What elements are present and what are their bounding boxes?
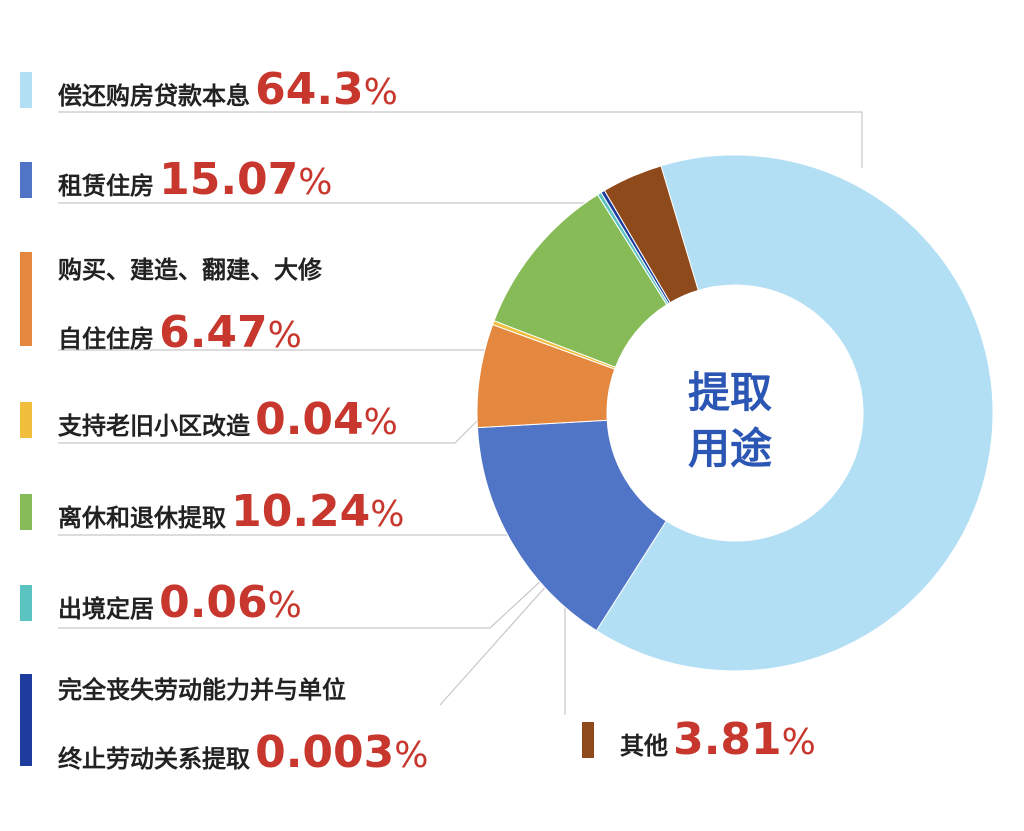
donut-slices <box>476 154 994 672</box>
leader-line-emigrate <box>58 577 545 629</box>
legend-unit-loan: % <box>363 72 398 113</box>
legend-swatch-build <box>20 252 32 346</box>
chart-title-line2: 用途 <box>687 424 772 473</box>
legend-value-build: 6.47 <box>159 307 268 358</box>
legend-value-other: 3.81 <box>673 714 782 765</box>
leader-line-renovation <box>58 417 481 444</box>
legend-label-emigrate: 出境定居 <box>58 595 154 623</box>
legend-swatch-emigrate <box>20 585 32 621</box>
legend-unit-disability: % <box>394 735 429 776</box>
slice-rent <box>476 419 667 632</box>
legend-value-disability: 0.003 <box>255 727 395 778</box>
legend-label-loan: 偿还购房贷款本息 <box>58 82 250 110</box>
legend-swatch-disability <box>20 674 32 766</box>
leader-line-disability <box>439 583 549 706</box>
chart-title-line1: 提取 <box>687 368 772 417</box>
legend-swatch-retire <box>20 494 32 530</box>
legend-unit-other: % <box>781 722 816 763</box>
legend-label-disability-line1: 完全丧失劳动能力并与单位 <box>58 676 346 704</box>
legend-unit-renovation: % <box>363 402 398 443</box>
legend-unit-retire: % <box>370 494 405 535</box>
slice-other <box>603 165 699 304</box>
legend-swatch-loan <box>20 72 32 108</box>
legend-swatch-rent <box>20 162 32 198</box>
legend-swatch-renovation <box>20 402 32 438</box>
legend-label-disability-line2: 终止劳动关系提取 <box>58 745 250 773</box>
leader-line-loan <box>58 111 863 168</box>
legend-label-renovation: 支持老旧小区改造 <box>58 412 250 440</box>
legend-value-retire: 10.24 <box>231 486 371 537</box>
legend-unit-rent: % <box>298 162 333 203</box>
chart-title: 提取 用途 <box>660 365 800 477</box>
leader-lines <box>58 111 863 715</box>
legend-label-build-line1: 购买、建造、翻建、大修 <box>58 256 322 284</box>
legend-value-rent: 15.07 <box>159 154 299 205</box>
legend-unit-emigrate: % <box>267 585 302 626</box>
legend-unit-build: % <box>267 315 302 356</box>
legend-label-retire: 离休和退休提取 <box>58 504 226 532</box>
legend-value-loan: 64.3 <box>255 64 364 115</box>
legend-label-build-line2: 自住住房 <box>58 325 154 353</box>
legend-value-renovation: 0.04 <box>255 394 364 445</box>
legend-label-other: 其他 <box>620 732 668 760</box>
legend-swatch-other <box>582 722 594 758</box>
legend-label-rent: 租赁住房 <box>58 172 154 200</box>
legend-value-emigrate: 0.06 <box>159 577 268 628</box>
